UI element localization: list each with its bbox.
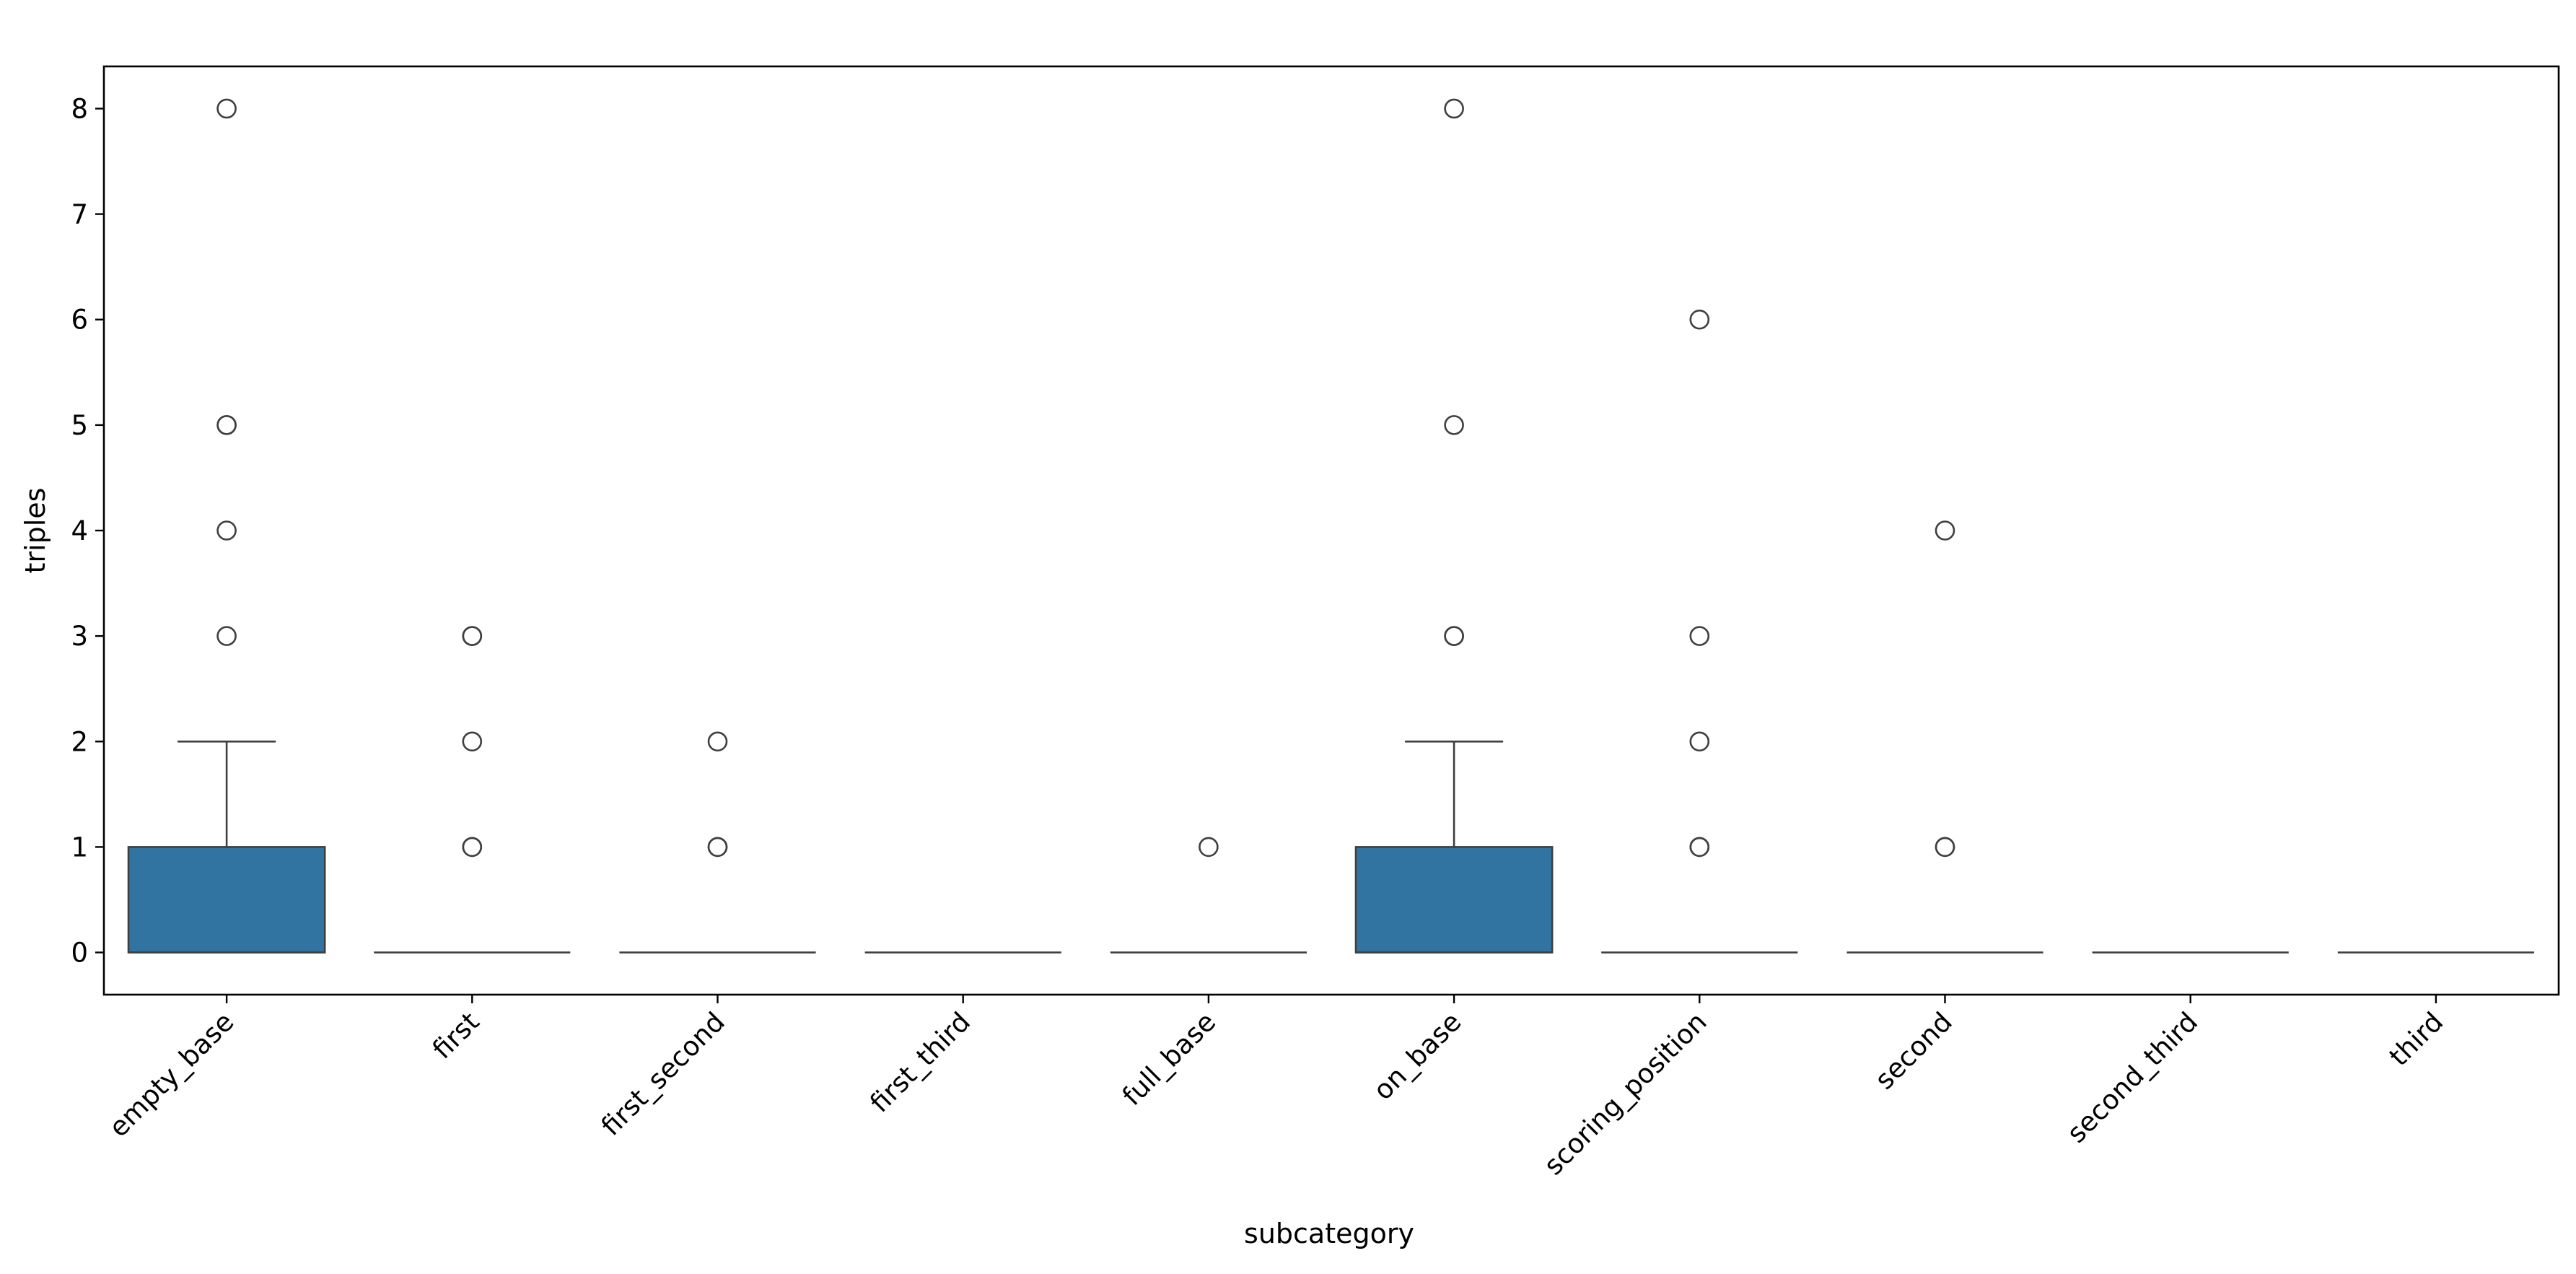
outlier-point bbox=[216, 98, 237, 119]
outlier-point bbox=[216, 626, 237, 646]
y-tick-label: 0 bbox=[71, 938, 88, 969]
box-second bbox=[1846, 520, 2043, 954]
x-tick-label: full_base bbox=[1116, 1006, 1222, 1112]
y-tick-label: 6 bbox=[71, 305, 88, 336]
x-tick-label: first_third bbox=[864, 1006, 976, 1119]
y-tick-label: 5 bbox=[71, 410, 88, 441]
x-tick-label: first bbox=[426, 1006, 486, 1065]
outlier-point bbox=[1444, 626, 1464, 646]
outlier-point bbox=[1689, 731, 1710, 752]
y-tick-label: 3 bbox=[71, 621, 88, 652]
outlier-point bbox=[462, 731, 483, 752]
x-tick-label: on_base bbox=[1367, 1006, 1467, 1106]
box-on_base bbox=[1354, 98, 1554, 954]
outlier-point bbox=[462, 837, 483, 858]
x-tick-label: second_third bbox=[2061, 1006, 2204, 1149]
box-first_second bbox=[619, 731, 816, 954]
x-tick-label: third bbox=[2383, 1006, 2449, 1072]
x-tick-label: first_second bbox=[595, 1006, 731, 1142]
x-tick-label: scoring_position bbox=[1538, 1006, 1712, 1181]
outlier-point bbox=[1689, 626, 1710, 646]
y-tick-label: 8 bbox=[71, 93, 88, 124]
outlier-point bbox=[216, 415, 237, 435]
y-tick-label: 7 bbox=[71, 199, 88, 230]
box-empty_base bbox=[127, 98, 326, 954]
outlier-point bbox=[462, 626, 483, 646]
y-tick-label: 2 bbox=[71, 726, 88, 757]
outlier-point bbox=[707, 837, 728, 858]
outlier-point bbox=[1689, 309, 1710, 330]
plot-area bbox=[127, 98, 2534, 954]
box-full_base bbox=[1110, 837, 1307, 954]
box-first bbox=[374, 626, 571, 954]
x-axis: empty_base first first_second first_third fu… bbox=[103, 995, 2449, 1181]
box-body bbox=[127, 846, 326, 954]
y-axis-label: triples bbox=[19, 488, 51, 574]
y-axis: 0 1 2 3 4 5 6 7 8 bbox=[71, 93, 104, 969]
box-body bbox=[1354, 846, 1554, 954]
outlier-point bbox=[1935, 520, 1955, 541]
x-axis-label: subcategory bbox=[1244, 1218, 1414, 1249]
y-tick-label: 4 bbox=[71, 515, 88, 546]
outlier-point bbox=[707, 731, 728, 752]
y-tick-label: 1 bbox=[71, 832, 88, 863]
outlier-point bbox=[216, 520, 237, 541]
x-tick-label: empty_base bbox=[103, 1006, 240, 1143]
outlier-point bbox=[1444, 415, 1464, 435]
outlier-point bbox=[1689, 837, 1710, 858]
box-scoring_position bbox=[1601, 309, 1798, 954]
outlier-point bbox=[1199, 837, 1219, 858]
x-tick-label: second bbox=[1869, 1006, 1958, 1096]
outlier-point bbox=[1444, 98, 1464, 119]
outlier-point bbox=[1935, 837, 1955, 858]
